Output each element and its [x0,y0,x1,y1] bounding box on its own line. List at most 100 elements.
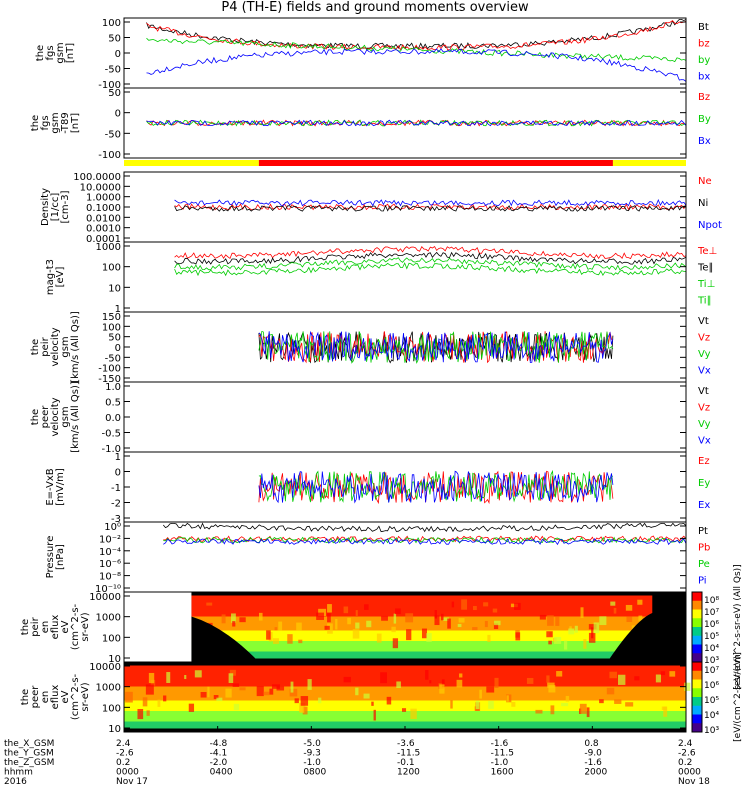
y-axis-label: en [40,621,51,634]
y-tick-label: 0.0 [105,413,121,424]
y-tick-label: 100 [102,263,121,274]
x-tick-label: 0000 [678,768,701,778]
y-tick-label: 1000 [96,242,121,253]
y-axis-label: [nT] [70,113,81,133]
x-tick-label: 0000 [116,768,139,778]
heatmap-cell [142,697,148,707]
heatmap-cell [556,671,563,677]
heatmap-cell [472,627,478,631]
y-axis-label: [nPa] [55,544,66,570]
x-tick-label: -9.0 [584,749,602,759]
heatmap-cell [157,699,161,707]
heatmap-cell [290,681,294,693]
y-tick-label: 100 [102,322,121,333]
series-line [174,203,687,211]
heatmap-cell [335,618,338,630]
heatmap-nodata [124,592,192,662]
colorbar-segment [692,600,702,610]
heatmap-cell [316,612,324,620]
y-axis-label: [eV] [55,267,66,288]
y-tick-label: 50 [108,88,121,99]
heatmap-cell [546,631,553,638]
heatmap-cell [565,695,570,702]
y-axis-label: the [30,409,41,425]
series-line [258,470,614,504]
legend-label: Vy [698,419,711,430]
panel-peer-velocity: 1.0 0.5 0.0 -0.5 -1.0 the peer velocity gsm [km/s… [30,381,711,455]
heatmap-cell [355,610,358,616]
legend-label: By [698,114,711,125]
series-line [174,257,687,271]
colorbar-segment [692,705,702,715]
x-tick-label: 0800 [303,768,326,778]
heatmap-cell [472,606,477,611]
heatmap-cell [231,613,236,623]
heatmap-cell [380,672,388,684]
heatmap-cell [302,706,308,715]
x-tick-label: 0.2 [678,758,692,768]
heatmap-cell [609,671,617,679]
series-line [258,330,614,363]
heatmap-cell [200,692,207,698]
y-tick-label: 0 [115,109,121,120]
y-tick-label: -1.0 [101,444,121,455]
heatmap-cell [461,599,468,610]
heatmap-cell [294,698,299,704]
heatmap-cell [405,613,414,623]
heatmap-cell [583,639,587,649]
heatmap-cell [327,604,332,613]
legend-label: Pe [698,559,710,570]
heatmap-cell [634,676,640,681]
colorbar-segment [692,670,702,680]
heatmap-cell [352,629,360,639]
heatmap-cell [216,697,223,702]
heatmap-cell [258,612,263,621]
heatmap-cell [555,616,560,626]
series-line [163,537,687,546]
y-axis-label: gsm [60,336,71,357]
heatmap-cell [441,679,445,688]
colorbar-label: [eV/(cm^2-s-sr-eV) (All Qs)] [733,564,743,689]
heatmap-cell [492,608,498,613]
series-line [146,119,687,127]
heatmap-cell [588,632,596,643]
y-axis-label: [km/s (All Qs)] [70,381,81,453]
heatmap-cell [125,691,133,703]
heatmap-cell [655,674,661,683]
heatmap-cell [561,702,569,707]
heatmap-cell [426,633,432,642]
y-axis-label: sr-eV) [80,682,91,711]
heatmap-cell [429,680,432,684]
colorbar-segment [692,679,702,689]
heatmap-band [191,616,653,631]
heatmap-cell [188,703,195,712]
heatmap-cell [207,686,210,698]
legend-label: Bz [698,92,710,103]
colorbar-segment [692,618,702,628]
y-axis-label: -T89 [60,112,71,134]
y-axis-label: sr-eV) [80,612,91,641]
y-tick-label: 10 [108,283,121,294]
heatmap-cell [625,604,633,611]
heatmap-cell [625,702,634,707]
heatmap-cell [569,626,572,630]
panel-peer-eflux: 10⁷ 10⁶ 10⁵ 10⁴ 10³ 10000 1000 100 10 the peer en ef… [20,661,719,736]
legend-label: Bt [698,22,709,33]
y-axis-label: gsm [50,112,61,133]
x-row-label: hhmm [4,768,33,778]
y-axis-label: (cm^2-s- [70,603,81,650]
x-tick-label: 2.4 [678,739,693,749]
y-axis-label: fgs [45,45,56,60]
legend-label: Vt [698,386,709,397]
x-tick-label: -4.8 [210,739,228,749]
y-axis-label: eflux [50,685,61,710]
heatmap-cell [299,705,305,713]
heatmap-cell [613,607,617,614]
heatmap-cell [550,705,555,715]
legend-label: bz [698,39,710,50]
heatmap-cell [146,710,150,716]
y-tick-label: 0.5 [105,398,121,409]
y-tick-label: 10000 [89,662,121,673]
series-line [174,262,687,277]
heatmap-cell [606,687,615,695]
